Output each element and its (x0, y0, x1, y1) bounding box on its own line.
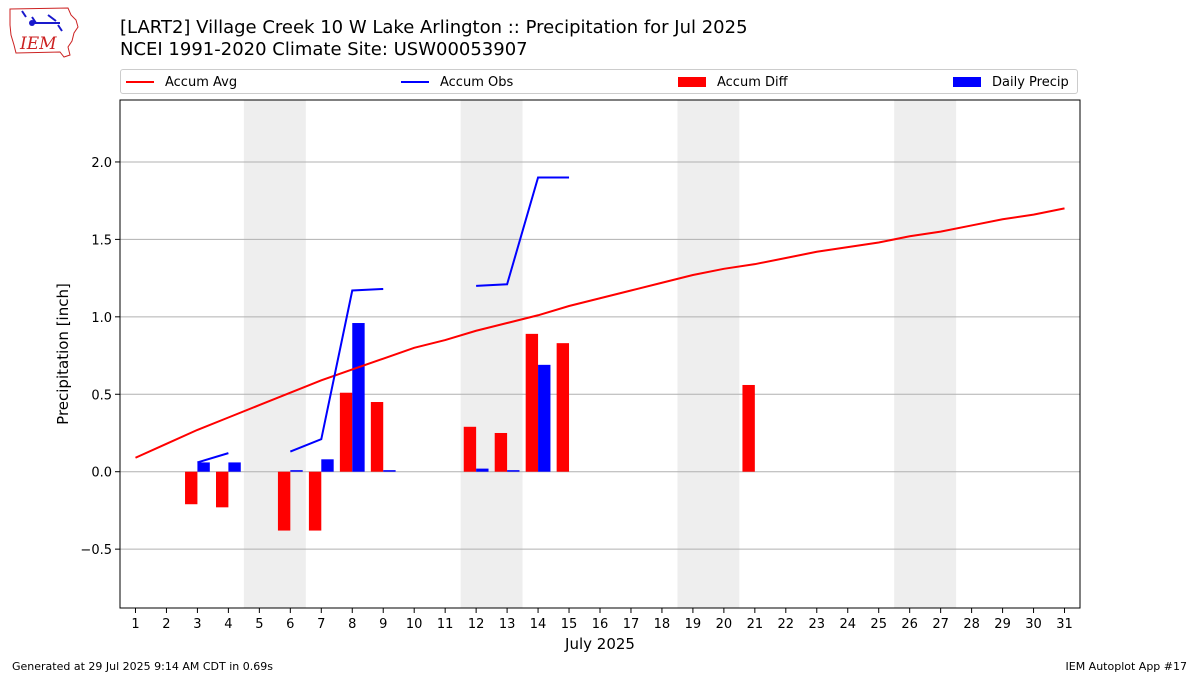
x-tick-label-16: 16 (592, 617, 609, 632)
legend-item-daily-precip: Daily Precip (953, 73, 1069, 91)
accum-diff-bar-day-4 (216, 471, 229, 508)
y-tick-label-1: 0.0 (91, 466, 112, 481)
legend-swatch-accum-diff (678, 77, 706, 87)
accum-diff-bar-day-3 (185, 471, 198, 505)
chart-title: [LART2] Village Creek 10 W Lake Arlingto… (120, 17, 748, 38)
daily-precip-bar-day-6 (290, 470, 303, 472)
accum-diff-bar-day-6 (277, 471, 291, 531)
x-tick-label-14: 14 (530, 617, 547, 632)
daily-precip-bar-day-9 (383, 470, 396, 472)
y-tick-label-2: 0.5 (91, 388, 112, 403)
legend-item-accum-obs: Accum Obs (401, 73, 513, 91)
legend-label-accum-obs: Accum Obs (440, 74, 514, 90)
legend-swatch-accum-avg (126, 81, 154, 83)
weekend-band-3 (894, 100, 957, 608)
accum-diff-bar-day-21 (742, 384, 755, 472)
y-tick-label-0: −0.5 (80, 543, 112, 558)
accum-diff-bar-day-14 (525, 333, 539, 472)
daily-precip-bar-day-7 (321, 459, 334, 472)
legend-swatch-accum-obs (401, 81, 429, 83)
x-tick-label-13: 13 (499, 617, 516, 632)
daily-precip-bar-day-3 (197, 462, 210, 472)
x-tick-label-8: 8 (348, 617, 356, 632)
chart-subtitle: NCEI 1991-2020 Climate Site: USW00053907 (120, 39, 528, 60)
accum-avg-line (135, 207, 1065, 459)
daily-precip-bar-day-4 (228, 462, 241, 472)
x-tick-label-3: 3 (193, 617, 201, 632)
x-tick-label-28: 28 (963, 617, 980, 632)
legend-label-accum-avg: Accum Avg (165, 74, 238, 90)
daily-precip-bar-day-14 (538, 364, 551, 472)
x-tick-label-7: 7 (317, 617, 325, 632)
x-axis-label: July 2025 (564, 635, 635, 653)
autoplot-credit: IEM Autoplot App #17 (1065, 660, 1188, 673)
x-tick-label-21: 21 (747, 617, 764, 632)
x-tick-label-19: 19 (685, 617, 702, 632)
legend-label-accum-diff: Accum Diff (717, 74, 788, 90)
x-tick-label-11: 11 (437, 617, 454, 632)
y-tick-label-4: 1.5 (91, 233, 112, 248)
weather-symbols-icon (21, 10, 63, 32)
x-tick-label-1: 1 (131, 617, 139, 632)
weekend-band-1 (460, 100, 523, 608)
accum-diff-bar-day-12 (463, 426, 477, 472)
x-tick-label-31: 31 (1056, 617, 1073, 632)
accum-diff-bar-day-15 (556, 343, 570, 472)
legend: Accum Avg Accum Obs Accum Diff Daily Pre… (120, 69, 1078, 94)
x-tick-label-5: 5 (255, 617, 263, 632)
daily-precip-bar-day-13 (507, 470, 520, 472)
x-tick-label-6: 6 (286, 617, 294, 632)
logo-text: IEM (19, 34, 57, 54)
weekend-band-2 (677, 100, 740, 608)
y-tick-label-3: 1.0 (91, 311, 112, 326)
accum-diff-bar-day-7 (308, 471, 322, 531)
x-tick-label-20: 20 (716, 617, 733, 632)
iem-logo: IEM (9, 7, 79, 58)
legend-item-accum-diff: Accum Diff (678, 73, 788, 91)
x-tick-label-30: 30 (1025, 617, 1042, 632)
legend-label-daily-precip: Daily Precip (992, 74, 1069, 90)
accum-diff-bar-day-8 (339, 392, 353, 472)
accum-diff-bar-day-9 (370, 402, 384, 472)
station-dot-icon (29, 20, 35, 26)
x-tick-label-2: 2 (162, 617, 170, 632)
y-tick-label-5: 2.0 (91, 156, 112, 171)
x-tick-label-27: 27 (932, 617, 949, 632)
x-tick-label-10: 10 (406, 617, 423, 632)
x-tick-label-4: 4 (224, 617, 232, 632)
x-tick-label-22: 22 (778, 617, 795, 632)
accum-obs-line-segment-1 (289, 287, 384, 453)
x-tick-label-24: 24 (839, 617, 856, 632)
x-tick-label-15: 15 (561, 617, 578, 632)
x-tick-label-26: 26 (901, 617, 918, 632)
x-tick-label-23: 23 (809, 617, 826, 632)
weekend-band-0 (243, 100, 306, 608)
legend-swatch-daily-precip (953, 77, 981, 87)
daily-precip-bar-day-12 (476, 468, 489, 472)
x-tick-label-25: 25 (870, 617, 887, 632)
daily-precip-bar-day-8 (352, 323, 365, 472)
accum-obs-line-segment-2 (476, 176, 570, 287)
x-tick-label-12: 12 (468, 617, 485, 632)
accum-diff-bar-day-13 (494, 432, 508, 472)
iowa-state-outline-icon (9, 7, 79, 58)
x-tick-label-17: 17 (623, 617, 640, 632)
x-tick-label-18: 18 (654, 617, 671, 632)
x-tick-label-9: 9 (379, 617, 387, 632)
x-tick-label-29: 29 (994, 617, 1011, 632)
accum-obs-line-segment-0 (197, 452, 229, 464)
generated-timestamp: Generated at 29 Jul 2025 9:14 AM CDT in … (12, 660, 273, 673)
y-axis-label: Precipitation [inch] (54, 283, 72, 425)
legend-item-accum-avg: Accum Avg (126, 73, 237, 91)
